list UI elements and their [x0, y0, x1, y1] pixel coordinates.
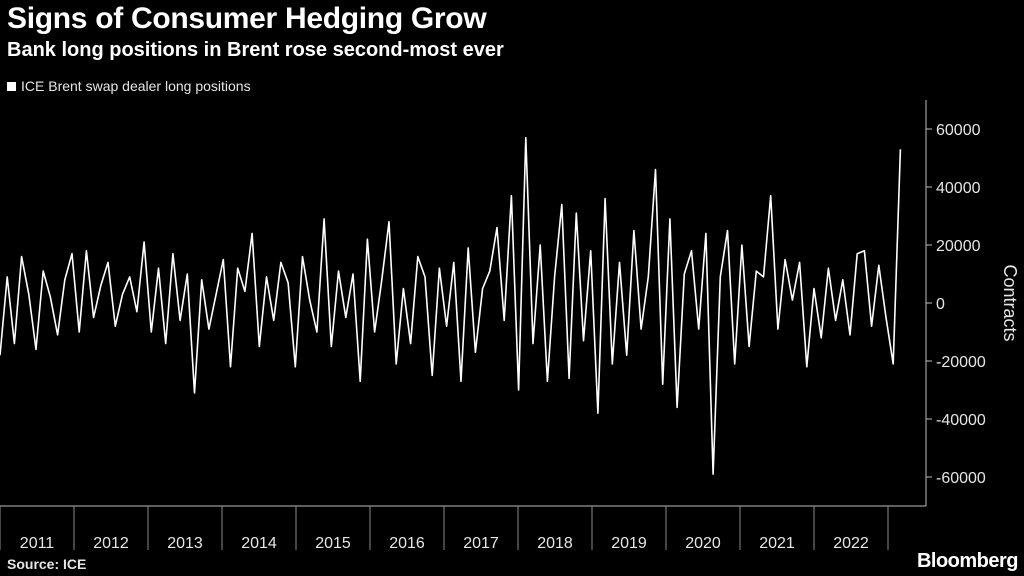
x-tick-label: 2015: [315, 535, 351, 552]
x-tick-label: 2020: [685, 535, 721, 552]
y-tick-label: -20000: [936, 354, 986, 371]
y-tick-label: 0: [936, 296, 945, 313]
x-tick-label: 2017: [463, 535, 499, 552]
source-note: Source: ICE: [7, 556, 87, 572]
y-tick-label: -40000: [936, 412, 986, 429]
y-axis-label: Contracts: [1000, 264, 1020, 341]
y-tick-label: 60000: [936, 122, 981, 139]
legend-swatch: [7, 81, 16, 91]
bloomberg-logo: Bloomberg: [916, 550, 1019, 572]
x-tick-label: 2018: [537, 535, 573, 552]
series-layer: [0, 136, 902, 475]
legend: ICE Brent swap dealer long positions: [7, 78, 251, 94]
y-tick-label: 20000: [936, 238, 981, 255]
x-tick-label: 2021: [759, 535, 795, 552]
x-tick-label: 2016: [389, 535, 425, 552]
x-tick-label: 2013: [167, 535, 203, 552]
x-tick-label: 2022: [833, 535, 869, 552]
x-tick-label: 2019: [611, 535, 647, 552]
axis-layer: 60000 40000 20000 0 -20000 -40000 -60000 Contra…: [0, 100, 1020, 552]
chart-subtitle: Bank long positions in Brent rose second…: [7, 39, 504, 61]
chart-title: Signs of Consumer Hedging Grow: [7, 2, 487, 35]
legend-label: ICE Brent swap dealer long positions: [21, 78, 251, 94]
x-tick-label: 2011: [20, 535, 55, 552]
series-line: [0, 136, 902, 475]
y-tick-label: -60000: [936, 470, 986, 487]
x-tick-label: 2014: [241, 535, 277, 552]
x-tick-label: 2012: [93, 535, 129, 552]
y-tick-label: 40000: [936, 180, 981, 197]
